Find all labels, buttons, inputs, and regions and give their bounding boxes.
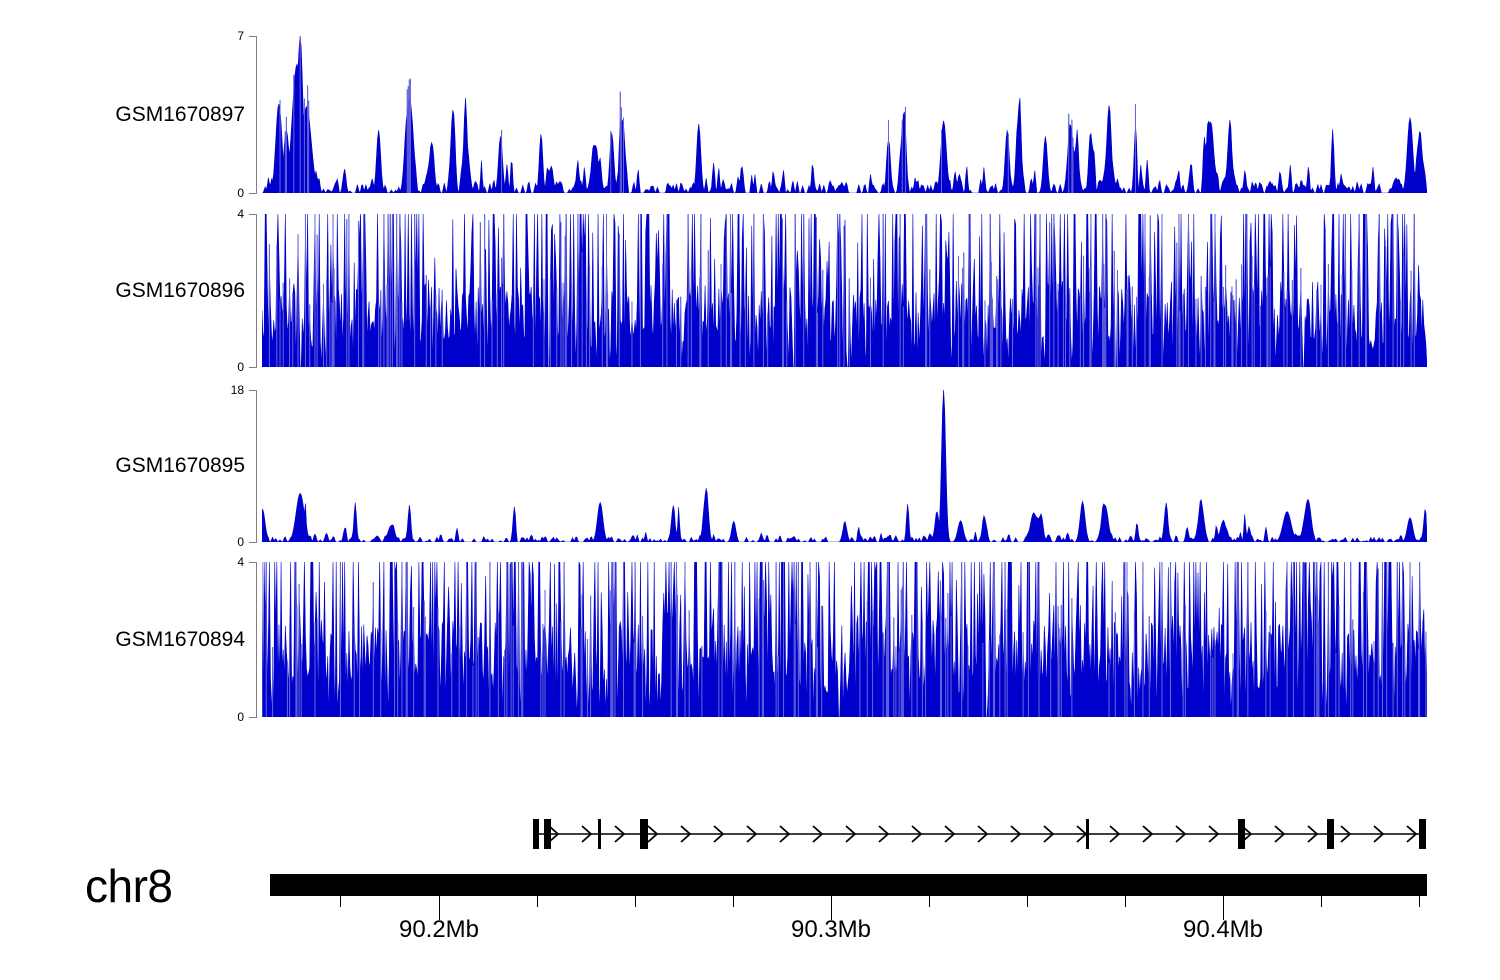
ruler-minor-tick [1027,896,1028,907]
chromosome-ideogram-bar[interactable] [270,874,1427,896]
ruler-label: 90.4Mb [1182,916,1264,943]
ruler-major-tick [1223,896,1224,920]
coverage-plot-GSM1670897[interactable] [262,36,1427,193]
ruler-minor-tick [733,896,734,907]
y-axis-tick-zero [249,542,257,543]
coverage-plot-GSM1670894[interactable] [262,562,1427,717]
y-axis-zero-label: 0 [237,360,244,374]
track-label-GSM1670895: GSM1670895 [115,454,245,477]
ruler-minor-tick [1125,896,1126,907]
track-label-GSM1670897: GSM1670897 [115,102,245,126]
genomic-coordinate-axis: 90.2Mb 90.3Mb 90.4Mb [0,896,1500,943]
ruler-minor-tick [929,896,930,907]
y-axis-max-label: 4 [237,207,244,221]
ruler-minor-tick [340,896,341,907]
track-label-GSM1670894: GSM1670894 [115,627,245,651]
y-axis-line [256,36,257,193]
ruler-minor-tick [1321,896,1322,907]
y-axis-zero-label: 0 [237,186,244,200]
coverage-plot-GSM1670896[interactable] [262,214,1427,367]
y-axis-max-label: 7 [237,29,244,43]
ruler-major-tick [439,896,440,920]
y-axis-tick-max [249,390,257,391]
track-label-GSM1670896: GSM1670896 [115,278,245,302]
chromosome-label: chr8 [85,860,173,912]
y-axis-line [256,562,257,717]
y-axis-max-label: 18 [230,383,244,397]
ruler-minor-tick [537,896,538,907]
y-axis-tick-max [249,36,257,37]
y-axis-tick-zero [249,367,257,368]
y-axis-max-label: 4 [237,555,244,569]
ruler-minor-tick [1419,896,1420,907]
y-axis-tick-zero [249,717,257,718]
y-axis-zero-label: 0 [237,710,244,724]
y-axis-tick-zero [249,193,257,194]
y-axis-tick-max [249,214,257,215]
ruler-label: 90.3Mb [790,916,872,943]
ruler-major-tick [831,896,832,920]
ruler-label: 90.2Mb [398,916,480,943]
y-axis-zero-label: 0 [237,535,244,549]
y-axis-tick-max [249,562,257,563]
y-axis-line [256,390,257,542]
coverage-plot-GSM1670895[interactable] [262,390,1427,542]
y-axis-line [256,214,257,367]
gene-model-track[interactable] [0,806,1500,864]
ruler-minor-tick [635,896,636,907]
